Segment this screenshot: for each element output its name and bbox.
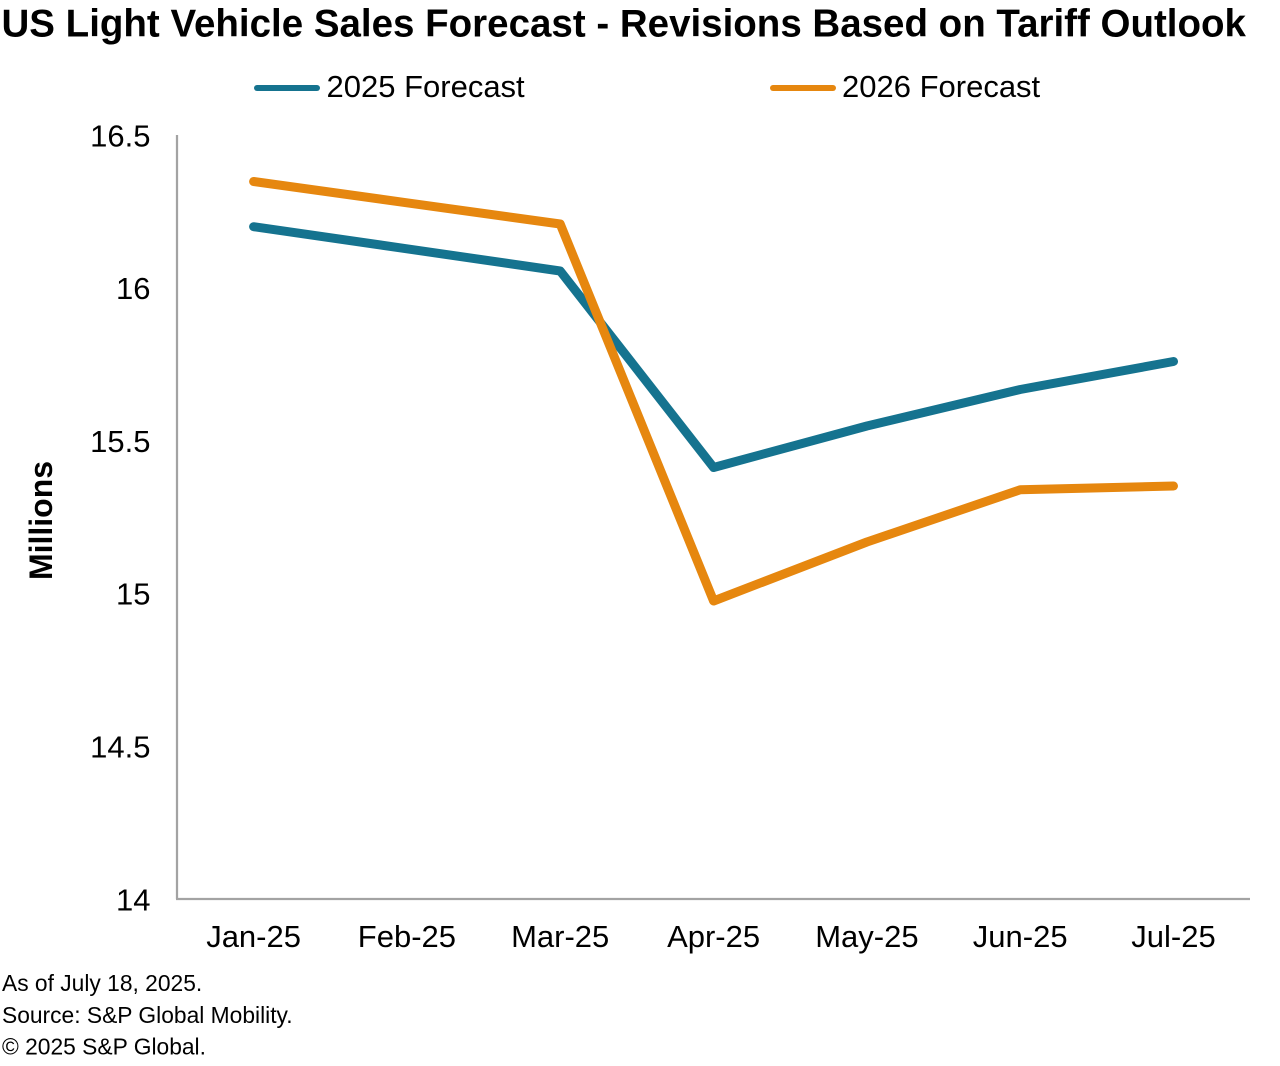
svg-text:Jan-25: Jan-25 <box>206 919 301 954</box>
svg-text:14.5: 14.5 <box>90 730 150 765</box>
svg-text:Apr-25: Apr-25 <box>667 919 760 954</box>
svg-text:US Light Vehicle Sales Forecas: US Light Vehicle Sales Forecast - Revisi… <box>2 2 1247 45</box>
svg-text:14: 14 <box>116 882 150 917</box>
svg-text:Jun-25: Jun-25 <box>973 919 1068 954</box>
svg-text:16: 16 <box>116 271 150 306</box>
svg-text:Source: S&P Global Mobility.: Source: S&P Global Mobility. <box>2 1002 293 1028</box>
svg-text:© 2025 S&P Global.: © 2025 S&P Global. <box>2 1034 206 1060</box>
svg-text:Feb-25: Feb-25 <box>358 919 456 954</box>
svg-text:15: 15 <box>116 577 150 612</box>
svg-text:As of July 18, 2025.: As of July 18, 2025. <box>2 970 202 996</box>
svg-text:Millions: Millions <box>23 461 59 580</box>
svg-text:16.5: 16.5 <box>90 118 150 153</box>
svg-text:15.5: 15.5 <box>90 424 150 459</box>
svg-text:Mar-25: Mar-25 <box>511 919 609 954</box>
svg-text:2025 Forecast: 2025 Forecast <box>327 69 526 104</box>
svg-text:Jul-25: Jul-25 <box>1131 919 1215 954</box>
svg-text:2026 Forecast: 2026 Forecast <box>842 69 1041 104</box>
svg-text:May-25: May-25 <box>815 919 918 954</box>
